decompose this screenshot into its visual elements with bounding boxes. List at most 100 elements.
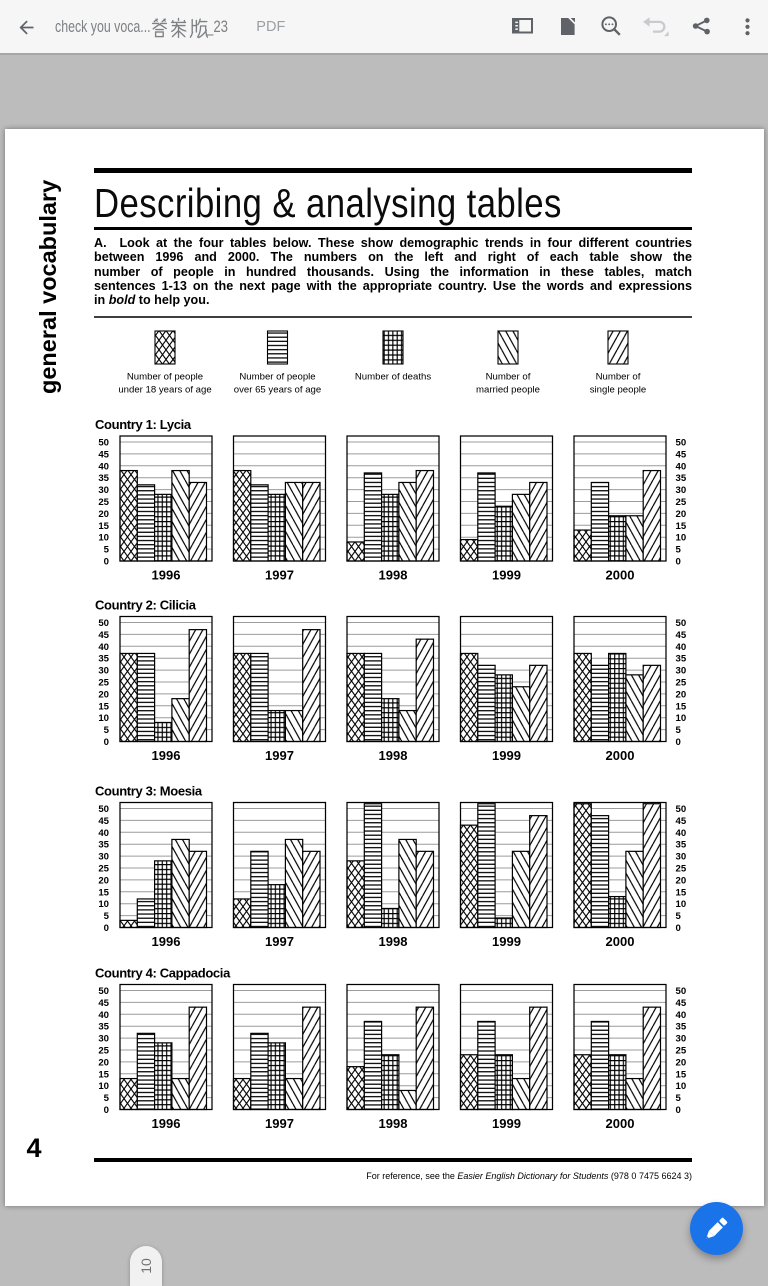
svg-text:5: 5 bbox=[104, 725, 110, 736]
svg-text:10: 10 bbox=[676, 713, 687, 724]
svg-text:2000: 2000 bbox=[606, 934, 635, 949]
svg-text:10: 10 bbox=[98, 713, 109, 724]
svg-text:5: 5 bbox=[104, 911, 110, 922]
svg-text:10: 10 bbox=[676, 1081, 687, 1092]
svg-text:Number of people: Number of people bbox=[127, 372, 203, 383]
svg-text:1996: 1996 bbox=[152, 934, 181, 949]
svg-text:5: 5 bbox=[676, 725, 682, 736]
svg-text:20: 20 bbox=[676, 509, 687, 520]
svg-text:40: 40 bbox=[676, 828, 687, 839]
svg-text:0: 0 bbox=[676, 737, 681, 748]
svg-text:Number of people: Number of people bbox=[239, 372, 315, 383]
svg-text:Country 4: Cappadocia: Country 4: Cappadocia bbox=[95, 966, 231, 981]
svg-text:1998: 1998 bbox=[379, 1116, 408, 1131]
svg-text:10: 10 bbox=[98, 899, 109, 910]
svg-text:50: 50 bbox=[676, 618, 687, 629]
svg-text:30: 30 bbox=[676, 852, 687, 863]
svg-text:20: 20 bbox=[98, 1057, 109, 1068]
svg-text:15: 15 bbox=[98, 701, 109, 712]
svg-text:Number of: Number of bbox=[596, 372, 641, 383]
svg-text:Country 3: Moesia: Country 3: Moesia bbox=[95, 784, 203, 799]
svg-text:25: 25 bbox=[676, 1046, 687, 1057]
svg-text:35: 35 bbox=[98, 473, 109, 484]
svg-text:15: 15 bbox=[98, 1069, 109, 1080]
svg-text:45: 45 bbox=[676, 449, 687, 460]
svg-text:1997: 1997 bbox=[265, 567, 294, 582]
svg-text:40: 40 bbox=[98, 461, 109, 472]
svg-text:30: 30 bbox=[98, 852, 109, 863]
svg-text:Country 2: Cilicia: Country 2: Cilicia bbox=[95, 598, 197, 613]
svg-text:10: 10 bbox=[98, 533, 109, 544]
svg-text:25: 25 bbox=[98, 864, 109, 875]
svg-text:40: 40 bbox=[676, 1010, 687, 1021]
svg-text:2000: 2000 bbox=[606, 1116, 635, 1131]
svg-text:15: 15 bbox=[98, 887, 109, 898]
svg-text:50: 50 bbox=[676, 986, 687, 997]
svg-text:45: 45 bbox=[98, 816, 109, 827]
svg-text:1998: 1998 bbox=[379, 567, 408, 582]
svg-text:single people: single people bbox=[590, 385, 647, 396]
svg-text:0: 0 bbox=[104, 923, 109, 934]
svg-text:40: 40 bbox=[98, 828, 109, 839]
svg-text:40: 40 bbox=[98, 1010, 109, 1021]
svg-text:35: 35 bbox=[98, 654, 109, 665]
svg-text:20: 20 bbox=[676, 875, 687, 886]
svg-text:45: 45 bbox=[676, 630, 687, 641]
svg-text:40: 40 bbox=[676, 461, 687, 472]
svg-text:50: 50 bbox=[98, 618, 109, 629]
svg-text:15: 15 bbox=[676, 701, 687, 712]
svg-text:25: 25 bbox=[676, 497, 687, 508]
svg-text:45: 45 bbox=[98, 998, 109, 1009]
svg-text:50: 50 bbox=[98, 438, 109, 449]
svg-text:10: 10 bbox=[676, 899, 687, 910]
svg-text:Number of deaths: Number of deaths bbox=[355, 372, 431, 383]
svg-text:over 65 years of age: over 65 years of age bbox=[234, 385, 321, 396]
svg-text:0: 0 bbox=[104, 737, 109, 748]
svg-text:married people: married people bbox=[476, 385, 540, 396]
svg-text:45: 45 bbox=[98, 630, 109, 641]
svg-text:1999: 1999 bbox=[492, 934, 521, 949]
svg-text:5: 5 bbox=[104, 545, 110, 556]
svg-text:Number of: Number of bbox=[486, 372, 531, 383]
svg-text:1996: 1996 bbox=[152, 1116, 181, 1131]
svg-text:1999: 1999 bbox=[492, 567, 521, 582]
svg-text:10: 10 bbox=[98, 1081, 109, 1092]
svg-text:20: 20 bbox=[98, 509, 109, 520]
svg-text:30: 30 bbox=[676, 666, 687, 677]
svg-text:under 18 years of age: under 18 years of age bbox=[118, 385, 211, 396]
svg-text:45: 45 bbox=[98, 449, 109, 460]
svg-text:1997: 1997 bbox=[265, 1116, 294, 1131]
svg-text:10: 10 bbox=[676, 533, 687, 544]
svg-text:5: 5 bbox=[676, 911, 682, 922]
svg-text:5: 5 bbox=[104, 1093, 110, 1104]
svg-text:0: 0 bbox=[104, 557, 109, 568]
svg-text:30: 30 bbox=[676, 485, 687, 496]
svg-text:45: 45 bbox=[676, 816, 687, 827]
svg-text:5: 5 bbox=[676, 1093, 682, 1104]
svg-text:20: 20 bbox=[98, 689, 109, 700]
svg-text:35: 35 bbox=[676, 654, 687, 665]
svg-text:15: 15 bbox=[676, 887, 687, 898]
svg-text:2000: 2000 bbox=[606, 567, 635, 582]
svg-text:1998: 1998 bbox=[379, 748, 408, 763]
svg-text:1996: 1996 bbox=[152, 567, 181, 582]
svg-text:40: 40 bbox=[98, 642, 109, 653]
svg-text:30: 30 bbox=[676, 1034, 687, 1045]
svg-text:5: 5 bbox=[676, 545, 682, 556]
svg-text:Country 1: Lycia: Country 1: Lycia bbox=[95, 417, 192, 432]
svg-text:1999: 1999 bbox=[492, 748, 521, 763]
svg-text:25: 25 bbox=[98, 1046, 109, 1057]
svg-text:0: 0 bbox=[104, 1105, 109, 1116]
svg-text:0: 0 bbox=[676, 923, 681, 934]
svg-text:35: 35 bbox=[676, 473, 687, 484]
svg-text:1997: 1997 bbox=[265, 748, 294, 763]
svg-text:50: 50 bbox=[98, 986, 109, 997]
svg-text:15: 15 bbox=[676, 1069, 687, 1080]
svg-text:25: 25 bbox=[98, 497, 109, 508]
svg-text:15: 15 bbox=[676, 521, 687, 532]
svg-text:50: 50 bbox=[676, 804, 687, 815]
svg-text:25: 25 bbox=[676, 678, 687, 689]
svg-text:1996: 1996 bbox=[152, 748, 181, 763]
svg-text:0: 0 bbox=[676, 557, 681, 568]
svg-text:35: 35 bbox=[676, 840, 687, 851]
